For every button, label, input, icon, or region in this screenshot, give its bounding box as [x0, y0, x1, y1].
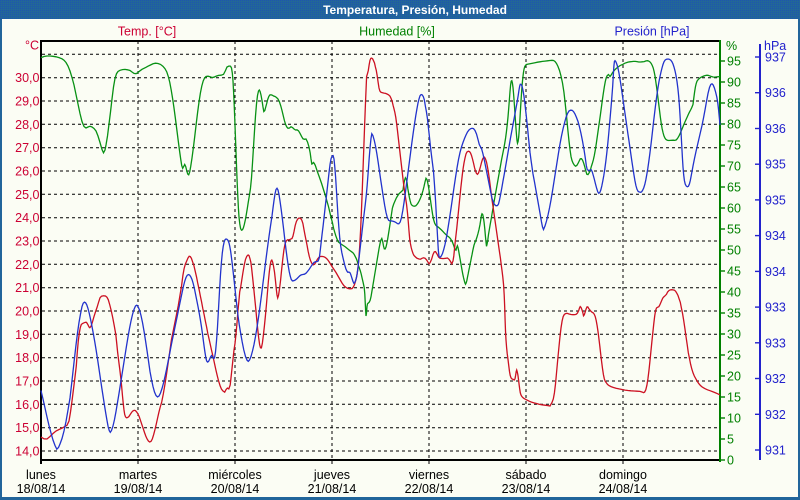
svg-text:60: 60 [727, 202, 741, 216]
svg-text:55: 55 [727, 223, 741, 237]
svg-text:hPa: hPa [764, 39, 786, 53]
svg-text:20,0: 20,0 [15, 305, 39, 319]
svg-text:23/08/14: 23/08/14 [502, 482, 551, 496]
svg-text:23,0: 23,0 [15, 235, 39, 249]
svg-text:933: 933 [765, 301, 786, 315]
svg-text:°C: °C [25, 39, 39, 53]
svg-text:jueves: jueves [313, 468, 350, 482]
svg-text:21,0: 21,0 [15, 281, 39, 295]
svg-text:24/08/14: 24/08/14 [599, 482, 648, 496]
svg-text:20: 20 [727, 370, 741, 384]
svg-text:0: 0 [727, 454, 734, 468]
svg-text:937: 937 [765, 51, 786, 65]
svg-text:15,0: 15,0 [15, 421, 39, 435]
svg-text:85: 85 [727, 97, 741, 111]
svg-text:935: 935 [765, 158, 786, 172]
svg-text:Presión [hPa]: Presión [hPa] [614, 25, 689, 39]
svg-text:17,0: 17,0 [15, 375, 39, 389]
svg-text:19,0: 19,0 [15, 328, 39, 342]
svg-text:lunes: lunes [26, 468, 56, 482]
svg-text:936: 936 [765, 86, 786, 100]
svg-text:10: 10 [727, 412, 741, 426]
svg-text:936: 936 [765, 122, 786, 136]
svg-text:30,0: 30,0 [15, 71, 39, 85]
svg-text:Temp. [°C]: Temp. [°C] [118, 25, 176, 39]
svg-text:sábado: sábado [505, 468, 546, 482]
svg-text:25: 25 [727, 349, 741, 363]
svg-text:viernes: viernes [409, 468, 449, 482]
svg-text:domingo: domingo [599, 468, 647, 482]
svg-text:miércoles: miércoles [208, 468, 262, 482]
svg-text:5: 5 [727, 433, 734, 447]
svg-text:931: 931 [765, 444, 786, 458]
svg-text:20/08/14: 20/08/14 [211, 482, 260, 496]
svg-text:Humedad [%]: Humedad [%] [359, 25, 435, 39]
svg-text:80: 80 [727, 118, 741, 132]
svg-text:935: 935 [765, 193, 786, 207]
svg-text:933: 933 [765, 336, 786, 350]
svg-text:martes: martes [119, 468, 157, 482]
svg-text:932: 932 [765, 408, 786, 422]
svg-text:30: 30 [727, 328, 741, 342]
svg-text:40: 40 [727, 286, 741, 300]
svg-text:934: 934 [765, 229, 786, 243]
svg-text:29,0: 29,0 [15, 95, 39, 109]
svg-text:24,0: 24,0 [15, 211, 39, 225]
svg-text:65: 65 [727, 181, 741, 195]
svg-text:932: 932 [765, 372, 786, 386]
svg-text:35: 35 [727, 307, 741, 321]
svg-text:15: 15 [727, 391, 741, 405]
svg-text:45: 45 [727, 265, 741, 279]
svg-text:28,0: 28,0 [15, 118, 39, 132]
svg-text:21/08/14: 21/08/14 [308, 482, 357, 496]
svg-text:18/08/14: 18/08/14 [17, 482, 66, 496]
svg-text:75: 75 [727, 139, 741, 153]
svg-text:14,0: 14,0 [15, 445, 39, 459]
svg-text:26,0: 26,0 [15, 165, 39, 179]
svg-text:70: 70 [727, 160, 741, 174]
svg-text:25,0: 25,0 [15, 188, 39, 202]
svg-text:27,0: 27,0 [15, 141, 39, 155]
svg-text:90: 90 [727, 76, 741, 90]
svg-text:Temperatura, Presión, Humedad: Temperatura, Presión, Humedad [323, 3, 507, 17]
svg-text:50: 50 [727, 244, 741, 258]
svg-text:934: 934 [765, 265, 786, 279]
svg-text:18,0: 18,0 [15, 351, 39, 365]
svg-text:%: % [726, 39, 737, 53]
svg-text:22,0: 22,0 [15, 258, 39, 272]
svg-text:16,0: 16,0 [15, 398, 39, 412]
svg-text:22/08/14: 22/08/14 [405, 482, 454, 496]
svg-text:95: 95 [727, 55, 741, 69]
svg-text:19/08/14: 19/08/14 [114, 482, 163, 496]
